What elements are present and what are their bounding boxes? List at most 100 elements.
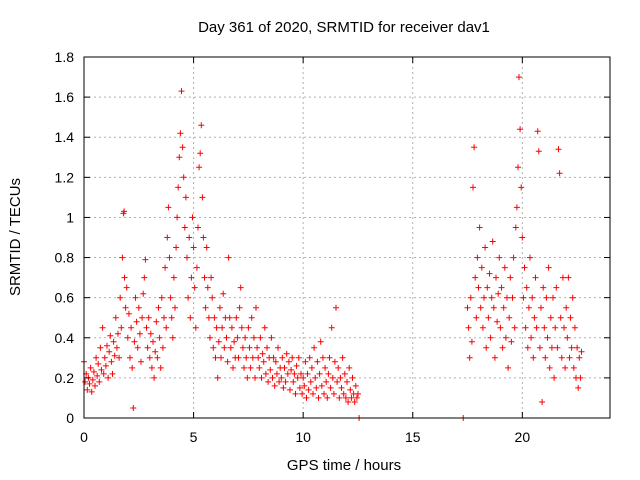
data-point: [533, 324, 540, 331]
data-point: [479, 324, 486, 331]
data-point: [128, 324, 135, 331]
data-point: [525, 304, 532, 311]
data-point: [276, 378, 283, 385]
data-point: [527, 254, 533, 261]
data-point: [541, 324, 548, 331]
data-point: [538, 304, 544, 311]
data-point: [179, 144, 186, 151]
data-point: [207, 334, 213, 341]
data-point: [225, 254, 232, 261]
data-point: [300, 374, 307, 381]
data-point: [349, 374, 356, 381]
data-point: [172, 304, 178, 311]
data-point: [153, 318, 160, 325]
data-point: [546, 364, 553, 371]
data-point: [552, 324, 559, 331]
data-point: [270, 354, 277, 361]
data-point: [353, 394, 360, 401]
data-point: [497, 324, 504, 331]
data-point: [220, 290, 227, 297]
data-point: [524, 344, 531, 351]
data-point: [485, 314, 492, 321]
data-point: [496, 254, 503, 261]
data-point: [122, 304, 129, 311]
data-point: [488, 294, 495, 301]
data-point: [113, 344, 120, 351]
data-point: [157, 364, 164, 371]
data-point: [228, 324, 235, 331]
data-point: [570, 364, 577, 371]
data-point: [87, 364, 94, 371]
y-tick-label: 0.6: [55, 290, 75, 306]
data-point: [301, 382, 308, 389]
data-point: [341, 370, 348, 377]
data-point: [141, 274, 148, 281]
data-point: [237, 284, 244, 291]
data-point: [252, 374, 258, 381]
data-point: [150, 338, 156, 345]
data-point: [190, 244, 197, 251]
data-point: [501, 264, 508, 271]
data-point: [105, 374, 112, 381]
data-point: [269, 374, 276, 381]
data-point: [511, 324, 518, 331]
data-point: [553, 284, 560, 291]
data-point: [125, 310, 132, 317]
data-point: [241, 364, 247, 371]
data-point: [178, 88, 185, 95]
data-point: [258, 374, 265, 381]
data-point: [504, 294, 510, 301]
data-point: [261, 324, 268, 331]
data-point: [145, 314, 152, 321]
data-point: [307, 378, 314, 385]
data-point: [516, 74, 522, 81]
data-point: [322, 364, 329, 371]
data-point: [135, 304, 142, 311]
data-point: [293, 362, 300, 369]
data-points: [81, 74, 585, 421]
data-point: [325, 370, 332, 377]
data-point: [188, 274, 195, 281]
data-point: [576, 354, 583, 361]
data-point: [574, 344, 581, 351]
data-point: [466, 354, 473, 361]
data-point: [303, 394, 310, 401]
data-point: [328, 324, 335, 331]
data-point: [489, 238, 496, 245]
chart-title: Day 361 of 2020, SRMTID for receiver dav…: [198, 19, 490, 36]
data-point: [475, 284, 482, 291]
data-point: [273, 370, 280, 377]
data-point: [518, 184, 525, 191]
data-point: [515, 164, 521, 171]
data-point: [285, 358, 292, 365]
data-point: [100, 370, 107, 377]
data-point: [108, 358, 115, 365]
data-point: [481, 294, 487, 301]
data-point: [482, 244, 489, 251]
data-point: [559, 274, 566, 281]
data-point: [281, 364, 288, 371]
data-point: [144, 344, 151, 351]
data-point: [165, 204, 172, 211]
data-point: [556, 170, 563, 177]
data-point: [138, 358, 144, 365]
data-point: [189, 214, 196, 221]
data-point: [288, 366, 295, 373]
data-point: [338, 384, 345, 391]
data-point: [101, 354, 108, 361]
data-point: [312, 374, 319, 381]
data-point: [107, 332, 114, 339]
data-point: [498, 284, 505, 291]
data-point: [321, 390, 327, 397]
x-axis-label: GPS time / hours: [287, 457, 401, 474]
data-point: [348, 394, 355, 401]
data-point: [330, 390, 337, 397]
data-point: [548, 344, 555, 351]
y-tick-label: 0.8: [55, 250, 75, 266]
data-point: [168, 314, 175, 321]
data-point: [130, 405, 137, 411]
data-point: [532, 274, 539, 281]
data-point: [249, 354, 256, 361]
y-tick-label: 1.6: [55, 89, 75, 105]
data-point: [271, 382, 278, 389]
